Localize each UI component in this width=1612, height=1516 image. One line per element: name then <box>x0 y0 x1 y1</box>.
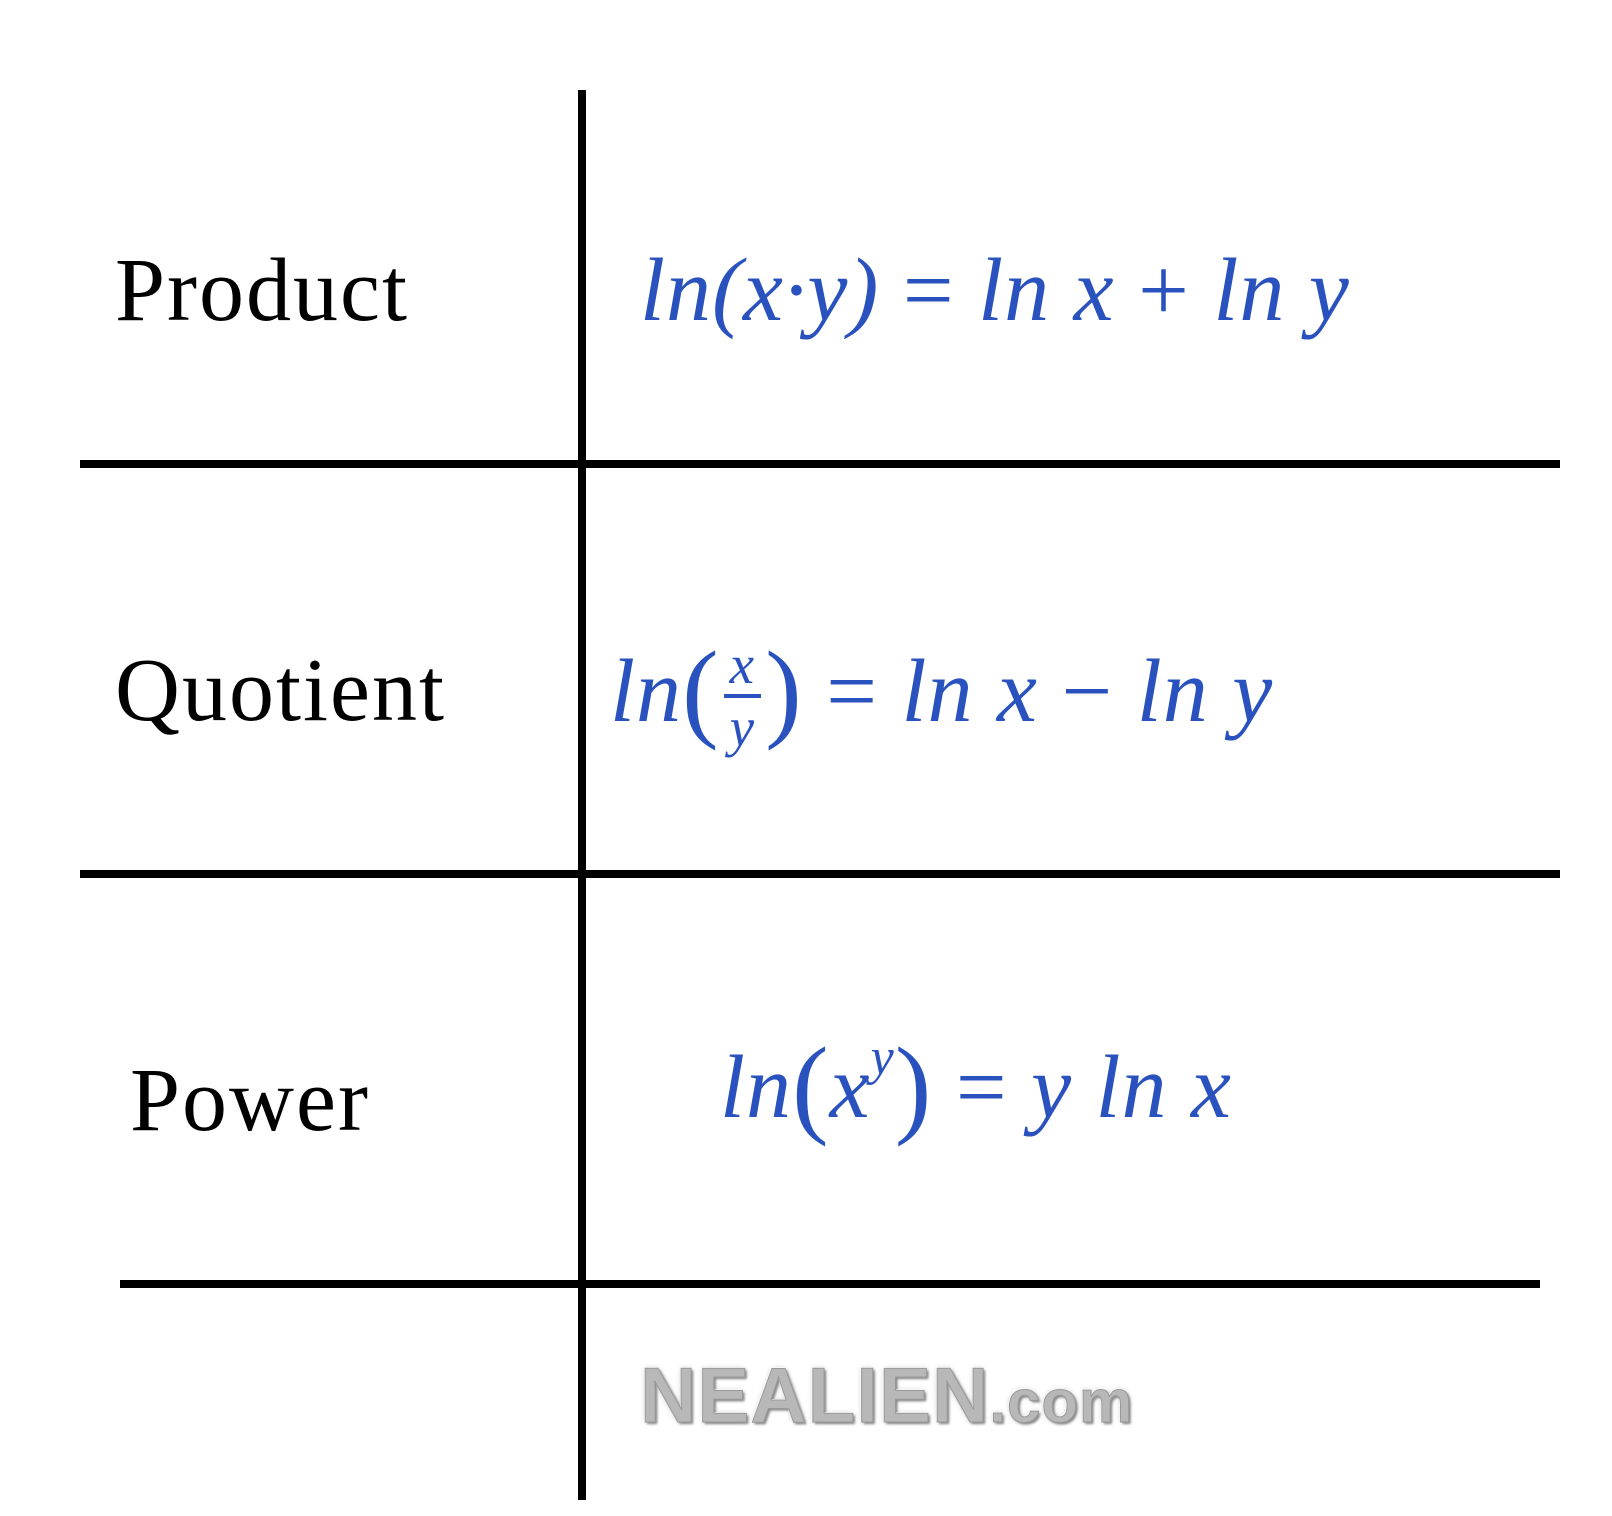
watermark: NEALIEN.com <box>640 1350 1440 1470</box>
formula-text: ln(xy) = y ln x <box>720 1017 1232 1144</box>
label-product: Product <box>115 210 555 370</box>
formula-quotient: ln(xy) = ln x − ln y <box>610 590 1590 790</box>
label-text: Product <box>115 239 409 342</box>
watermark-lower: .com <box>989 1368 1133 1435</box>
formula-text: ln(xy) = ln x − ln y <box>610 621 1273 759</box>
diagram-canvas: Product ln(x·y) = ln x + ln y Quotient l… <box>0 0 1612 1516</box>
formula-text: ln(x·y) = ln x + ln y <box>640 239 1350 342</box>
row-divider-2 <box>80 870 1560 878</box>
label-text: Power <box>130 1049 370 1152</box>
label-text: Quotient <box>115 639 446 742</box>
watermark-upper: NEALIEN <box>640 1351 989 1439</box>
label-quotient: Quotient <box>115 600 555 780</box>
formula-power: ln(xy) = y ln x <box>720 990 1520 1170</box>
row-divider-1 <box>80 460 1560 468</box>
label-power: Power <box>130 1020 550 1180</box>
vertical-divider <box>578 90 586 1500</box>
formula-product: ln(x·y) = ln x + ln y <box>640 210 1580 370</box>
row-divider-3 <box>120 1280 1540 1288</box>
